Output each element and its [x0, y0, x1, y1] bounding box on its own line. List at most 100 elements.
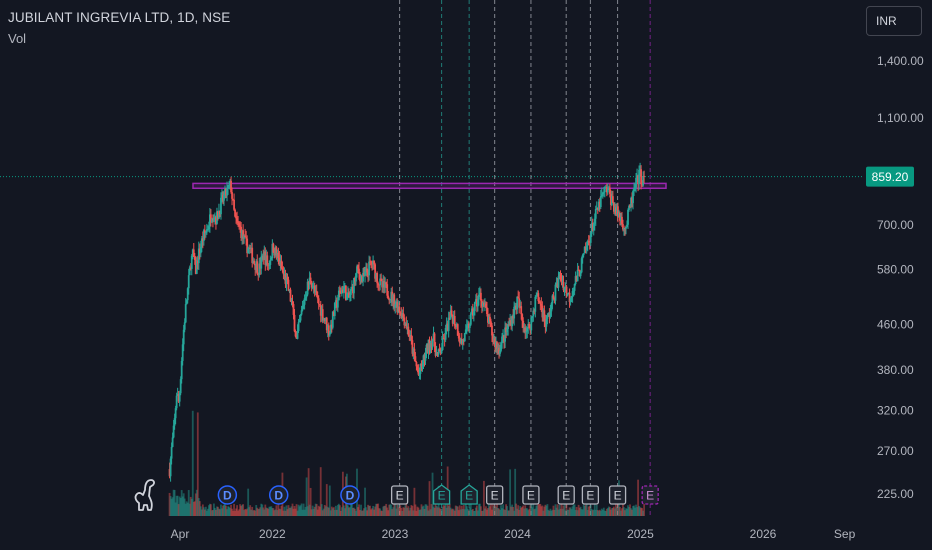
volume-bar	[504, 510, 506, 516]
volume-label[interactable]: Vol	[8, 31, 27, 46]
volume-bar	[398, 507, 401, 516]
volume-bar	[298, 506, 301, 516]
volume-bar	[569, 507, 572, 516]
candle-body	[612, 202, 615, 212]
earnings-marker	[608, 485, 627, 505]
candle-body	[234, 209, 236, 217]
candle-body	[389, 299, 392, 301]
volume-bar	[288, 507, 291, 516]
volume-bar	[272, 508, 275, 516]
volume-bar	[611, 507, 614, 516]
candle-body	[195, 260, 198, 274]
candle-body	[533, 310, 536, 312]
candle-body	[349, 294, 351, 298]
tradingview-dino-icon[interactable]	[134, 479, 155, 511]
resistance-zone-group	[192, 182, 667, 190]
volume-bar	[483, 480, 485, 516]
volume-bar	[454, 505, 457, 516]
volume-bar	[363, 508, 365, 516]
candle-body	[173, 418, 176, 426]
volume-bar	[432, 506, 435, 516]
candle-body	[419, 364, 422, 374]
volume-bar	[507, 510, 510, 516]
volume-bar	[376, 503, 379, 516]
candle-body	[465, 325, 468, 330]
volume-bar	[428, 481, 431, 516]
volume-bar	[550, 510, 553, 516]
volume-bar	[372, 505, 375, 516]
volume-bar	[352, 507, 354, 516]
candle-body	[228, 184, 230, 186]
volume-bar	[566, 509, 569, 516]
volume-bar	[248, 507, 251, 516]
candle-body	[454, 325, 457, 327]
y-tick-label: 225.00	[877, 487, 914, 501]
volume-bar	[284, 510, 287, 516]
volume-bar	[637, 479, 639, 516]
candle-body	[484, 303, 486, 306]
candle-body	[468, 324, 471, 328]
candle-body	[565, 286, 568, 296]
volume-bar	[491, 509, 493, 516]
volume-bar	[323, 504, 326, 516]
volume-bar	[465, 506, 468, 516]
currency-button[interactable]: INR	[866, 6, 922, 36]
candle-body	[570, 296, 573, 299]
volume-bar	[244, 509, 247, 516]
candle-body	[474, 299, 477, 303]
y-tick-label: 1,100.00	[877, 111, 924, 125]
candle-body	[550, 303, 553, 312]
candle-body	[229, 180, 231, 185]
volume-bar	[423, 508, 426, 516]
volume-bar	[186, 502, 189, 516]
volume-bar	[480, 506, 482, 516]
candle-body	[185, 300, 188, 305]
volume-bar	[598, 509, 601, 516]
volume-bar	[488, 503, 490, 516]
volume-bar	[324, 506, 327, 516]
candle-body	[174, 408, 177, 419]
candle-body	[632, 190, 634, 204]
volume-bar	[348, 507, 350, 516]
volume-bar	[593, 504, 596, 516]
candle-body	[470, 308, 473, 314]
candle-body	[501, 336, 503, 343]
candle-body	[444, 327, 447, 340]
volume-bar	[562, 505, 565, 516]
volume-bar	[251, 506, 254, 516]
candle-body	[450, 310, 453, 315]
candle-body	[230, 180, 232, 193]
x-axis[interactable]: Apr 2022 2023 2024 2025 2026 Sep	[171, 527, 856, 541]
candle-body	[179, 379, 182, 394]
candle-body	[597, 201, 600, 210]
candle-body	[506, 328, 508, 332]
candle-body	[610, 196, 613, 205]
volume-bar	[419, 509, 422, 516]
volume-bar	[570, 509, 573, 516]
volume-bar	[399, 505, 402, 516]
candle-body	[403, 317, 406, 326]
volume-bar	[226, 509, 228, 516]
volume-bar	[626, 508, 628, 516]
candle-body	[492, 335, 494, 340]
volume-bar	[200, 509, 203, 516]
volume-bar	[523, 508, 526, 516]
volume-bar	[559, 508, 562, 516]
volume-bar	[366, 510, 368, 516]
candle-body	[393, 294, 396, 308]
volume-bars-group	[168, 410, 646, 516]
volume-bar	[312, 508, 315, 516]
candle-body	[370, 261, 372, 263]
candle-body	[589, 233, 592, 243]
volume-bar	[286, 509, 289, 516]
symbol-title[interactable]: JUBILANT INGREVIA LTD, 1D, NSE	[8, 10, 231, 25]
candle-body	[429, 343, 432, 351]
volume-bar	[387, 510, 390, 516]
volume-bar	[463, 509, 466, 516]
candle-body	[226, 188, 228, 196]
volume-bar	[508, 510, 511, 516]
volume-bar	[232, 510, 234, 516]
last-price-badge	[866, 166, 914, 187]
